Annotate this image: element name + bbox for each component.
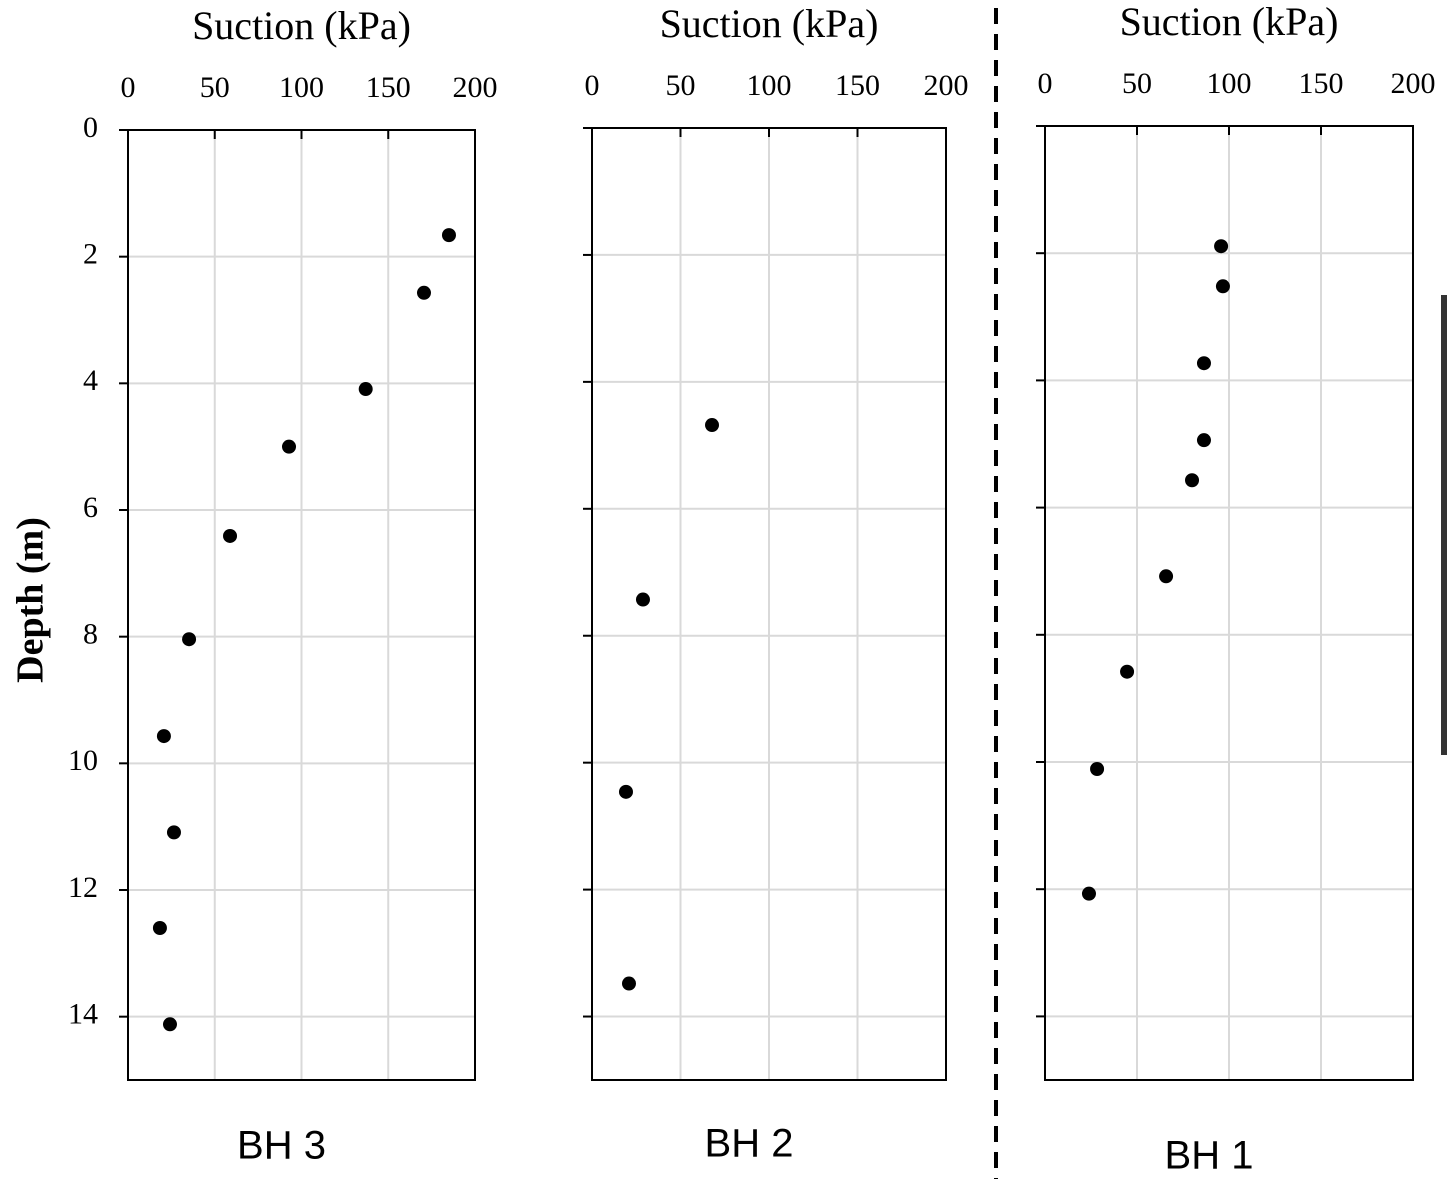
point xyxy=(417,286,431,300)
y-tick-label: 14 xyxy=(68,998,98,1031)
caption: BH 1 xyxy=(1165,1134,1254,1178)
point xyxy=(1120,665,1134,679)
point xyxy=(1090,762,1104,776)
x-tick-label: 100 xyxy=(747,69,792,102)
point xyxy=(163,1017,177,1031)
x-tick-label: 150 xyxy=(1299,67,1344,100)
point xyxy=(182,632,196,646)
point xyxy=(1159,569,1173,583)
x-tick-label: 50 xyxy=(1122,67,1152,100)
axis-title: Suction (kPa) xyxy=(192,3,411,48)
x-tick-label: 150 xyxy=(366,71,411,104)
point xyxy=(622,977,636,991)
point xyxy=(1197,356,1211,370)
x-tick-label: 100 xyxy=(1207,67,1252,100)
point xyxy=(442,228,456,242)
x-tick-label: 0 xyxy=(121,71,136,104)
caption: BH 2 xyxy=(705,1122,794,1166)
photo-edge xyxy=(1441,295,1447,755)
y-tick-label: 2 xyxy=(83,238,98,271)
x-tick-label: 150 xyxy=(835,69,880,102)
point xyxy=(1216,279,1230,293)
x-tick-label: 200 xyxy=(1391,67,1436,100)
point xyxy=(157,729,171,743)
figure: 0 50 100 150 200 0 2 4 6 8 10 12 14 Suction (kPa) Dept… xyxy=(0,0,1447,1179)
point xyxy=(1197,433,1211,447)
point xyxy=(1214,239,1228,253)
y-tick-label: 4 xyxy=(83,364,98,397)
point xyxy=(223,529,237,543)
point xyxy=(282,440,296,454)
y-axis-label: Depth (m) xyxy=(10,517,52,683)
x-tick-label: 50 xyxy=(666,69,696,102)
x-tick-label: 50 xyxy=(200,71,230,104)
point xyxy=(619,785,633,799)
x-tick-label: 0 xyxy=(1038,67,1053,100)
point xyxy=(1082,887,1096,901)
y-tick-label: 12 xyxy=(68,871,98,904)
point xyxy=(636,593,650,607)
point xyxy=(153,921,167,935)
point xyxy=(359,382,373,396)
y-tick-label: 6 xyxy=(83,491,98,524)
y-tick-label: 10 xyxy=(68,744,98,777)
point xyxy=(167,825,181,839)
x-tick-label: 100 xyxy=(279,71,324,104)
x-tick-label: 200 xyxy=(924,69,969,102)
point xyxy=(1185,473,1199,487)
x-tick-label: 200 xyxy=(453,71,498,104)
y-tick-label: 0 xyxy=(83,111,98,144)
caption: BH 3 xyxy=(237,1124,326,1168)
axis-title: Suction (kPa) xyxy=(660,1,879,46)
axis-title: Suction (kPa) xyxy=(1120,0,1339,44)
y-tick-label: 8 xyxy=(83,618,98,651)
x-tick-label: 0 xyxy=(585,69,600,102)
point xyxy=(705,418,719,432)
